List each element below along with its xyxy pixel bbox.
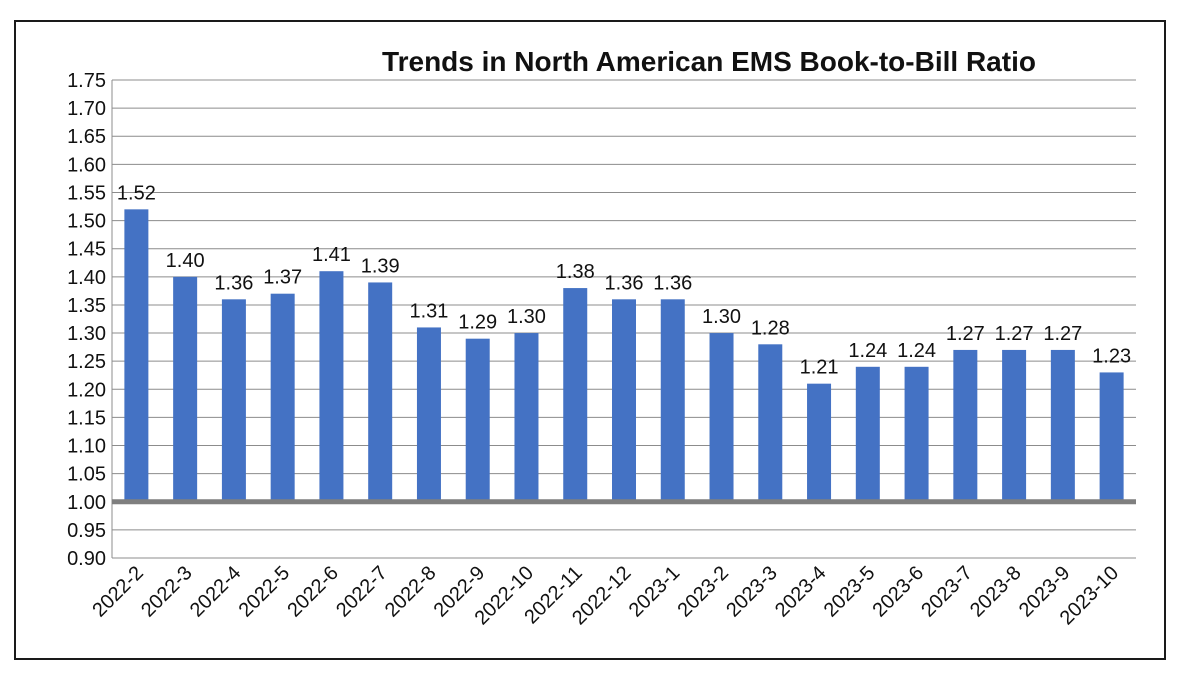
data-label: 1.40 (166, 250, 205, 272)
bar-2023-5 (855, 366, 880, 502)
x-tick-label: 2023-1 (625, 562, 685, 622)
y-tick-label: 1.40 (67, 267, 106, 289)
x-axis-ticks: 2022-22022-32022-42022-52022-62022-72022… (88, 562, 1123, 629)
bar-2023-2 (709, 333, 734, 502)
x-tick-label: 2023-5 (820, 562, 880, 622)
y-tick-label: 1.30 (67, 323, 106, 345)
x-tick-label: 2023-2 (673, 562, 733, 622)
bar-2022-8 (416, 327, 441, 502)
bars (124, 209, 1124, 502)
bar-2023-6 (904, 366, 929, 502)
data-label: 1.31 (409, 300, 448, 322)
x-tick-label: 2023-7 (917, 562, 977, 622)
x-tick-label: 2022-8 (381, 562, 441, 622)
bar-2022-10 (514, 333, 539, 502)
bar-2023-1 (660, 299, 685, 502)
x-tick-label: 2023-8 (966, 562, 1026, 622)
bar-2022-5 (270, 293, 295, 502)
y-tick-label: 1.15 (67, 407, 106, 429)
y-tick-label: 1.05 (67, 464, 106, 486)
data-label: 1.39 (361, 255, 400, 277)
data-label: 1.30 (702, 306, 741, 328)
data-label: 1.24 (848, 340, 887, 362)
y-tick-label: 1.35 (67, 295, 106, 317)
data-label: 1.30 (507, 306, 546, 328)
bar-2022-7 (368, 282, 393, 502)
data-label: 1.23 (1092, 345, 1131, 367)
bar-2022-11 (563, 288, 588, 502)
y-tick-label: 1.00 (67, 492, 106, 514)
y-tick-label: 1.55 (67, 182, 106, 204)
y-tick-label: 0.95 (67, 520, 106, 542)
bar-2022-4 (221, 299, 246, 502)
bar-2023-3 (758, 344, 783, 502)
chart-frame: Trends in North American EMS Book-to-Bil… (14, 20, 1166, 660)
bar-2022-2 (124, 209, 149, 502)
bar-2023-7 (953, 349, 978, 502)
bar-2022-3 (173, 276, 198, 502)
data-label: 1.27 (1043, 323, 1082, 345)
data-label: 1.27 (946, 323, 985, 345)
data-label: 1.37 (263, 267, 302, 289)
bar-chart: Trends in North American EMS Book-to-Bil… (67, 46, 1136, 629)
x-tick-label: 2023-4 (771, 562, 831, 622)
data-labels: 1.52 1.40 1.36 1.37 1.41 1.39 1.31 1.29 1.30 1.38… (117, 182, 1131, 378)
data-label: 1.36 (214, 272, 253, 294)
bar-2022-9 (465, 338, 490, 502)
x-tick-label: 2022-7 (332, 562, 392, 622)
y-tick-label: 1.65 (67, 126, 106, 148)
bar-2023-10 (1099, 372, 1124, 502)
data-label: 1.21 (800, 357, 839, 379)
bar-2023-9 (1050, 349, 1075, 502)
y-tick-label: 1.10 (67, 436, 106, 458)
bar-2023-4 (807, 383, 832, 502)
bar-2022-6 (319, 271, 344, 502)
data-label: 1.36 (605, 272, 644, 294)
data-label: 1.36 (653, 272, 692, 294)
y-tick-label: 1.70 (67, 98, 106, 120)
data-label: 1.52 (117, 182, 156, 204)
data-label: 1.38 (556, 261, 595, 283)
y-tick-label: 1.75 (67, 70, 106, 92)
x-tick-label: 2022-2 (88, 562, 148, 622)
bar-2022-12 (612, 299, 636, 502)
data-label: 1.27 (995, 323, 1034, 345)
data-label: 1.41 (312, 244, 351, 266)
y-tick-label: 1.25 (67, 351, 106, 373)
y-axis-ticks: 0.90 0.95 1.00 1.05 1.10 1.15 1.20 1.25 1.30 1.35… (67, 70, 106, 570)
y-tick-label: 0.90 (67, 548, 106, 570)
bar-2023-8 (1002, 349, 1027, 502)
x-tick-label: 2022-3 (137, 562, 197, 622)
data-label: 1.24 (897, 340, 936, 362)
data-label: 1.29 (458, 312, 497, 334)
chart-title: Trends in North American EMS Book-to-Bil… (382, 46, 1036, 77)
y-tick-label: 1.50 (67, 211, 106, 233)
x-tick-label: 2022-4 (186, 562, 246, 622)
x-tick-label: 2023-6 (869, 562, 929, 622)
x-tick-label: 2022-5 (235, 562, 295, 622)
data-label: 1.28 (751, 317, 790, 339)
y-tick-label: 1.20 (67, 379, 106, 401)
x-tick-label: 2022-6 (283, 562, 343, 622)
x-tick-label: 2023-3 (722, 562, 782, 622)
y-tick-label: 1.60 (67, 154, 106, 176)
y-tick-label: 1.45 (67, 239, 106, 261)
